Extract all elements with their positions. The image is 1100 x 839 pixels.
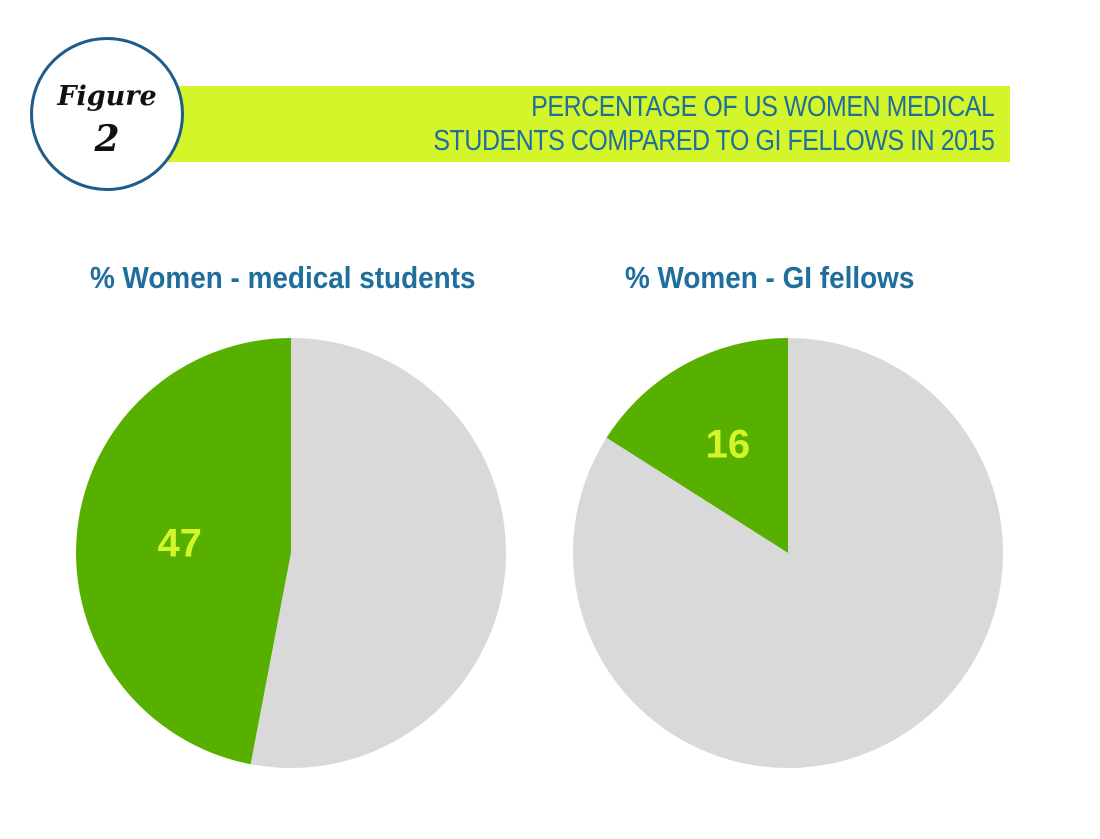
figure-title: PERCENTAGE OF US WOMEN MEDICAL STUDENTS … — [432, 90, 995, 158]
pie-medical-students-slice-women — [76, 338, 291, 765]
pie-title-gi-fellows: % Women - GI fellows — [625, 260, 915, 295]
pie-title-medical-students: % Women - medical students — [90, 260, 476, 295]
pie-medical-students-data-label: 47 — [157, 522, 202, 566]
figure-title-line-2: STUDENTS COMPARED TO GI FELLOWS IN 2015 — [432, 125, 995, 157]
pie-gi-fellows-slice-women — [606, 338, 788, 553]
figure-badge: Figure 2 — [30, 37, 184, 191]
pie-gi-fellows-data-label: 16 — [706, 423, 751, 467]
title-band: PERCENTAGE OF US WOMEN MEDICAL STUDENTS … — [168, 86, 1010, 162]
figure-badge-number: 2 — [94, 118, 120, 160]
pie-medical-students: 47 — [76, 338, 507, 768]
pie-gi-fellows: 16 — [573, 338, 1004, 769]
figure-badge-word: Figure — [57, 81, 157, 112]
figure-title-line-1: PERCENTAGE OF US WOMEN MEDICAL — [530, 91, 995, 123]
pie-medical-students-slice-other — [250, 338, 507, 768]
pie-gi-fellows-slice-other — [573, 338, 1004, 769]
